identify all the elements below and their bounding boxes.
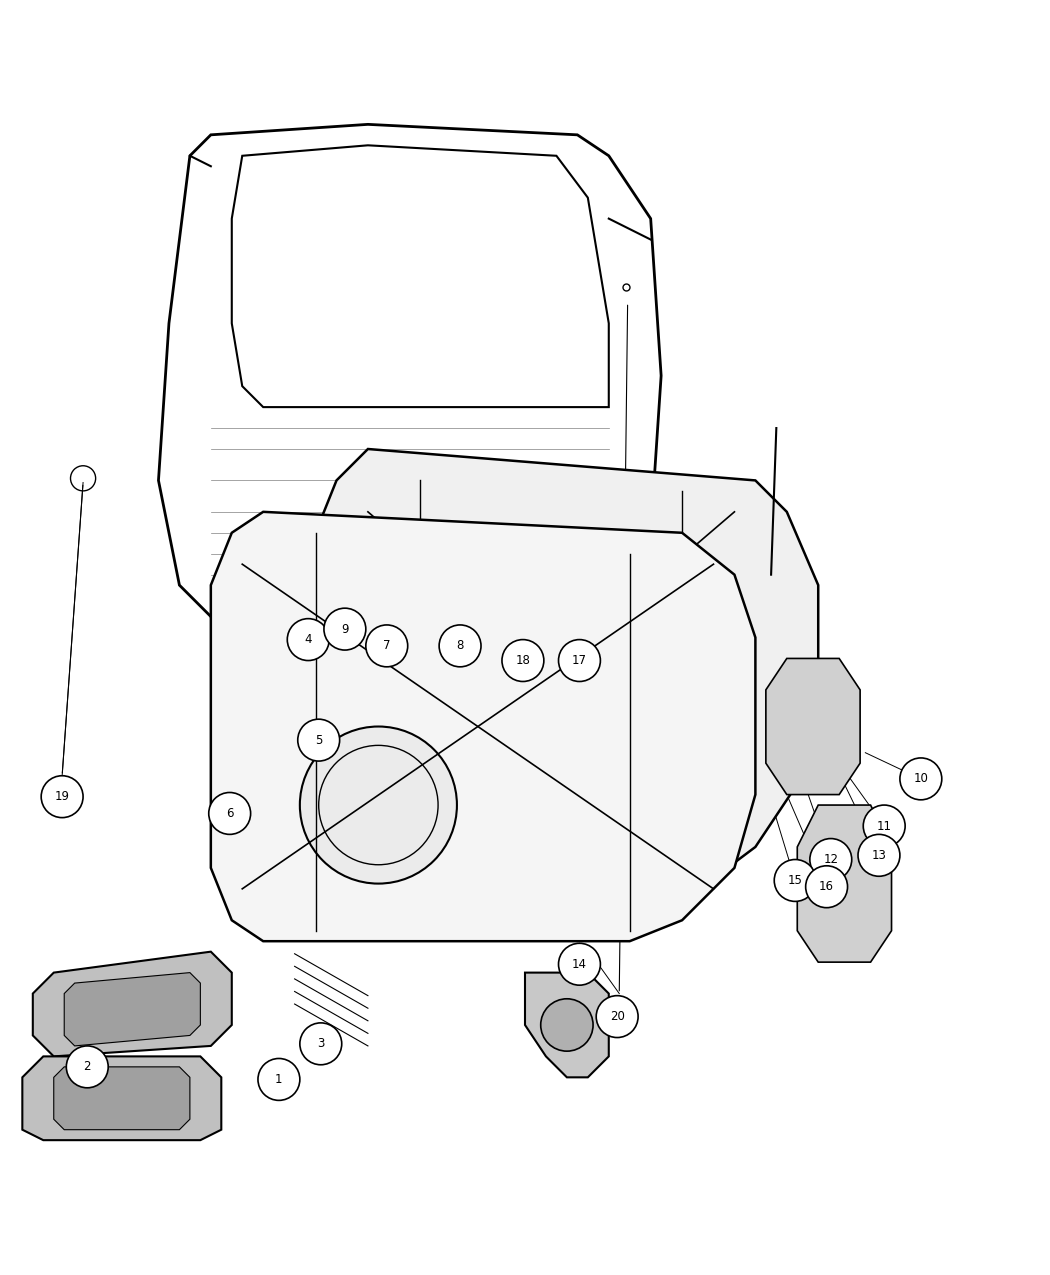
Text: 4: 4 <box>304 634 312 646</box>
Text: 16: 16 <box>819 880 834 894</box>
Circle shape <box>774 859 816 901</box>
Circle shape <box>41 775 83 817</box>
Text: 7: 7 <box>383 639 391 653</box>
Text: 15: 15 <box>788 873 802 887</box>
Circle shape <box>298 719 339 761</box>
Circle shape <box>863 805 905 847</box>
Circle shape <box>559 640 601 681</box>
Text: 18: 18 <box>516 654 530 667</box>
Circle shape <box>559 944 601 986</box>
Circle shape <box>805 866 847 908</box>
Text: 11: 11 <box>877 820 891 833</box>
Polygon shape <box>64 973 201 1046</box>
Text: 13: 13 <box>872 849 886 862</box>
Circle shape <box>66 1046 108 1088</box>
Text: 12: 12 <box>823 853 838 866</box>
Circle shape <box>810 839 852 881</box>
Polygon shape <box>765 658 860 794</box>
Circle shape <box>300 1023 341 1065</box>
Text: 9: 9 <box>341 622 349 636</box>
Circle shape <box>407 687 559 839</box>
Circle shape <box>209 793 251 834</box>
Text: 8: 8 <box>457 639 464 653</box>
Text: 6: 6 <box>226 807 233 820</box>
Circle shape <box>300 727 457 884</box>
Circle shape <box>365 625 407 667</box>
Text: 5: 5 <box>315 733 322 747</box>
Polygon shape <box>797 805 891 963</box>
Text: 3: 3 <box>317 1038 324 1051</box>
Circle shape <box>541 998 593 1051</box>
Text: 20: 20 <box>610 1010 625 1023</box>
Text: 2: 2 <box>84 1061 91 1074</box>
Circle shape <box>288 618 329 660</box>
Text: 14: 14 <box>572 958 587 970</box>
Circle shape <box>324 608 365 650</box>
Polygon shape <box>33 951 232 1057</box>
Polygon shape <box>22 1057 222 1140</box>
Circle shape <box>858 834 900 876</box>
Circle shape <box>596 996 638 1038</box>
Polygon shape <box>316 449 818 878</box>
Text: 10: 10 <box>914 773 928 785</box>
Polygon shape <box>211 511 755 941</box>
Polygon shape <box>54 1067 190 1130</box>
Text: 19: 19 <box>55 790 69 803</box>
Text: 1: 1 <box>275 1074 282 1086</box>
Circle shape <box>502 640 544 681</box>
Polygon shape <box>525 973 609 1077</box>
Circle shape <box>900 757 942 799</box>
Circle shape <box>439 625 481 667</box>
Circle shape <box>258 1058 300 1100</box>
Text: 17: 17 <box>572 654 587 667</box>
